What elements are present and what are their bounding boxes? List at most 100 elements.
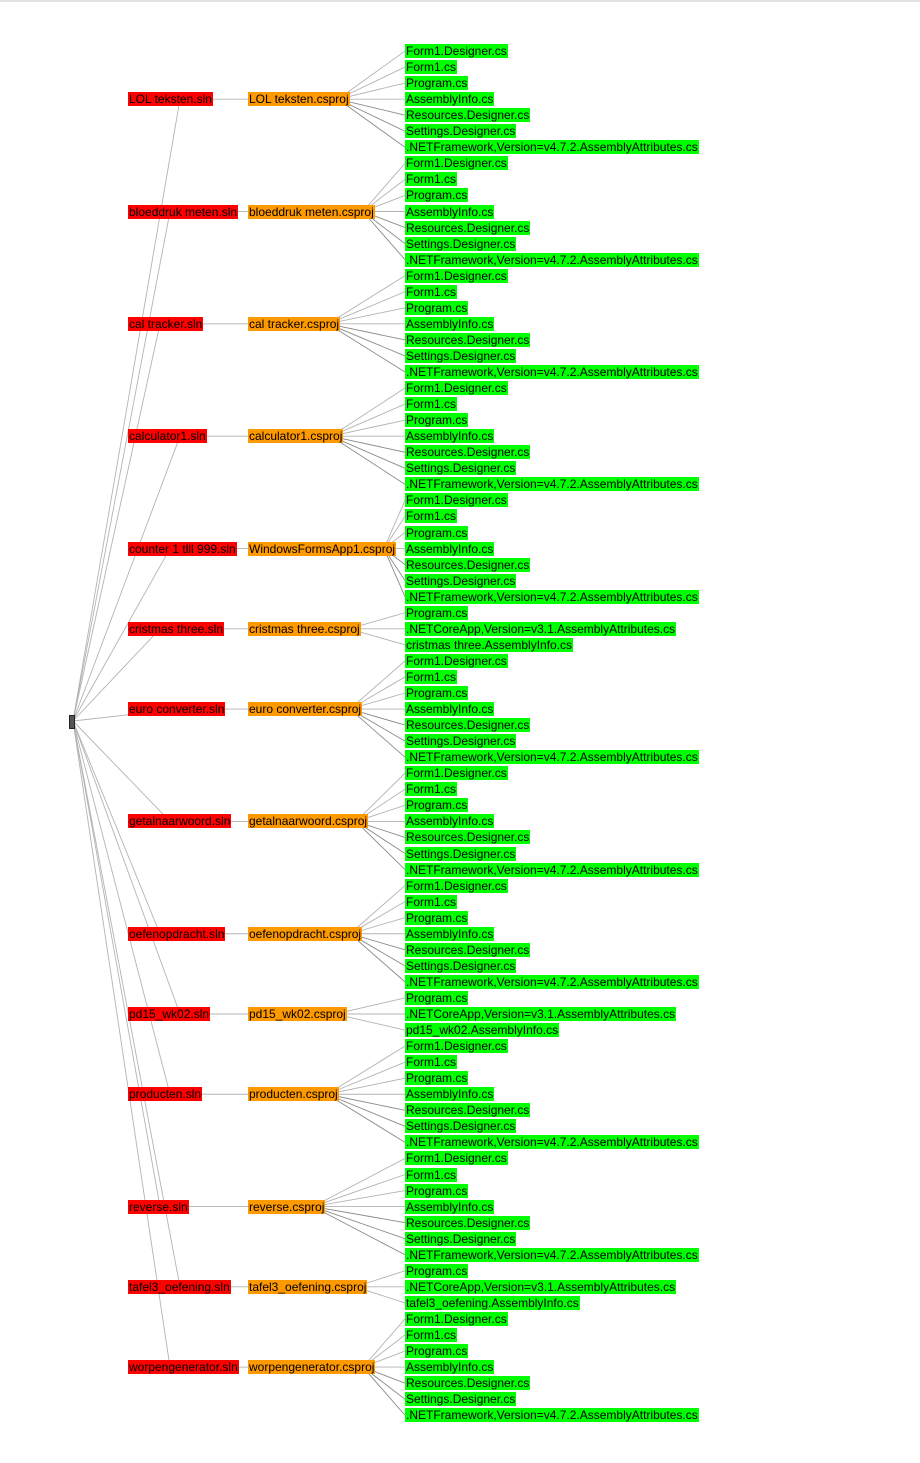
file-node[interactable]: Settings.Designer.cs bbox=[405, 573, 517, 588]
file-node[interactable]: .NETFramework,Version=v4.7.2.AssemblyAtt… bbox=[405, 477, 699, 492]
file-node[interactable]: Form1.cs bbox=[405, 172, 458, 187]
file-node[interactable]: Form1.Designer.cs bbox=[405, 1311, 508, 1326]
solution-node[interactable]: oefenopdracht.sln bbox=[128, 926, 226, 941]
file-node[interactable]: Form1.cs bbox=[405, 1055, 458, 1070]
file-node[interactable]: .NETFramework,Version=v4.7.2.AssemblyAtt… bbox=[405, 589, 699, 604]
file-node[interactable]: AssemblyInfo.cs bbox=[405, 316, 495, 331]
file-node[interactable]: pd15_wk02.AssemblyInfo.cs bbox=[405, 1023, 560, 1038]
project-node[interactable]: bloeddruk meten.csproj bbox=[248, 204, 375, 219]
file-node[interactable]: AssemblyInfo.cs bbox=[405, 1360, 495, 1375]
file-node[interactable]: Form1.Designer.cs bbox=[405, 653, 508, 668]
solution-node[interactable]: pd15_wk02.sln bbox=[128, 1007, 211, 1021]
file-node[interactable]: AssemblyInfo.cs bbox=[405, 92, 495, 107]
file-node[interactable]: Form1.cs bbox=[405, 669, 458, 684]
file-node[interactable]: AssemblyInfo.cs bbox=[405, 702, 495, 717]
project-node[interactable]: WindowsFormsApp1.csproj bbox=[248, 541, 397, 556]
file-node[interactable]: Program.cs bbox=[405, 188, 469, 203]
file-node[interactable]: Program.cs bbox=[405, 76, 469, 91]
project-node[interactable]: oefenopdracht.csproj bbox=[248, 926, 363, 941]
file-node[interactable]: Form1.Designer.cs bbox=[405, 381, 508, 396]
solution-node[interactable]: cristmas three.sln bbox=[128, 621, 225, 636]
file-node[interactable]: Program.cs bbox=[405, 1071, 469, 1086]
file-node[interactable]: .NETCoreApp,Version=v3.1.AssemblyAttribu… bbox=[405, 1007, 677, 1021]
project-node[interactable]: pd15_wk02.csproj bbox=[248, 1007, 347, 1021]
file-node[interactable]: Form1.cs bbox=[405, 509, 458, 524]
project-node[interactable]: LOL teksten.csproj bbox=[248, 92, 350, 107]
file-node[interactable]: Form1.Designer.cs bbox=[405, 44, 508, 58]
file-node[interactable]: Program.cs bbox=[405, 525, 469, 540]
file-node[interactable]: AssemblyInfo.cs bbox=[405, 1087, 495, 1102]
file-node[interactable]: Form1.Designer.cs bbox=[405, 493, 508, 508]
file-node[interactable]: Settings.Designer.cs bbox=[405, 958, 517, 973]
project-node[interactable]: cristmas three.csproj bbox=[248, 621, 361, 636]
solution-node[interactable]: getalnaarwoord.sln bbox=[128, 814, 232, 829]
solution-node[interactable]: euro converter.sln bbox=[128, 702, 226, 717]
file-node[interactable]: Settings.Designer.cs bbox=[405, 1392, 517, 1407]
file-node[interactable]: .NETFramework,Version=v4.7.2.AssemblyAtt… bbox=[405, 140, 699, 155]
file-node[interactable]: Resources.Designer.cs bbox=[405, 332, 531, 347]
solution-node[interactable]: counter 1 tlll 999.sln bbox=[128, 541, 237, 556]
file-node[interactable]: Program.cs bbox=[405, 1183, 469, 1198]
file-node[interactable]: Form1.Designer.cs bbox=[405, 268, 508, 283]
project-node[interactable]: calculator1.csproj bbox=[248, 429, 344, 444]
file-node[interactable]: tafel3_oefening.AssemblyInfo.cs bbox=[405, 1295, 580, 1310]
file-node[interactable]: AssemblyInfo.cs bbox=[405, 429, 495, 444]
file-node[interactable]: Form1.cs bbox=[405, 60, 458, 75]
file-node[interactable]: .NETFramework,Version=v4.7.2.AssemblyAtt… bbox=[405, 365, 699, 379]
file-node[interactable]: Resources.Designer.cs bbox=[405, 108, 531, 123]
project-node[interactable]: tafel3_oefening.csproj bbox=[248, 1279, 368, 1294]
project-node[interactable]: euro converter.csproj bbox=[248, 702, 363, 717]
file-node[interactable]: Program.cs bbox=[405, 605, 469, 620]
file-node[interactable]: Settings.Designer.cs bbox=[405, 846, 517, 861]
file-node[interactable]: .NETFramework,Version=v4.7.2.AssemblyAtt… bbox=[405, 252, 699, 267]
root-node[interactable] bbox=[69, 715, 75, 729]
file-node[interactable]: Resources.Designer.cs bbox=[405, 1376, 531, 1391]
file-node[interactable]: Resources.Designer.cs bbox=[405, 942, 531, 957]
file-node[interactable]: Form1.Designer.cs bbox=[405, 878, 508, 893]
file-node[interactable]: Resources.Designer.cs bbox=[405, 220, 531, 235]
file-node[interactable]: .NETFramework,Version=v4.7.2.AssemblyAtt… bbox=[405, 750, 699, 765]
project-node[interactable]: producten.csproj bbox=[248, 1087, 339, 1102]
solution-node[interactable]: reverse.sln bbox=[128, 1199, 189, 1214]
project-node[interactable]: cal tracker.csproj bbox=[248, 316, 341, 331]
solution-node[interactable]: tafel3_oefening.sln bbox=[128, 1279, 231, 1294]
file-node[interactable]: Program.cs bbox=[405, 1263, 469, 1278]
file-node[interactable]: .NETCoreApp,Version=v3.1.AssemblyAttribu… bbox=[405, 1279, 677, 1294]
file-node[interactable]: Form1.cs bbox=[405, 1167, 458, 1182]
file-node[interactable]: AssemblyInfo.cs bbox=[405, 814, 495, 829]
project-node[interactable]: reverse.csproj bbox=[248, 1199, 326, 1214]
file-node[interactable]: Settings.Designer.cs bbox=[405, 348, 517, 363]
file-node[interactable]: Program.cs bbox=[405, 990, 469, 1005]
file-node[interactable]: Form1.cs bbox=[405, 397, 458, 412]
file-node[interactable]: Settings.Designer.cs bbox=[405, 124, 517, 139]
file-node[interactable]: Program.cs bbox=[405, 686, 469, 700]
file-node[interactable]: Program.cs bbox=[405, 910, 469, 925]
file-node[interactable]: Resources.Designer.cs bbox=[405, 1215, 531, 1230]
file-node[interactable]: .NETFramework,Version=v4.7.2.AssemblyAtt… bbox=[405, 1247, 699, 1262]
file-node[interactable]: Form1.Designer.cs bbox=[405, 766, 508, 781]
solution-node[interactable]: producten.sln bbox=[128, 1087, 203, 1102]
file-node[interactable]: AssemblyInfo.cs bbox=[405, 541, 495, 556]
file-node[interactable]: AssemblyInfo.cs bbox=[405, 926, 495, 941]
file-node[interactable]: Settings.Designer.cs bbox=[405, 734, 517, 749]
file-node[interactable]: Form1.cs bbox=[405, 782, 458, 797]
file-node[interactable]: AssemblyInfo.cs bbox=[405, 1199, 495, 1214]
file-node[interactable]: .NETFramework,Version=v4.7.2.AssemblyAtt… bbox=[405, 1135, 699, 1150]
file-node[interactable]: AssemblyInfo.cs bbox=[405, 204, 495, 219]
file-node[interactable]: Form1.Designer.cs bbox=[405, 1039, 508, 1054]
solution-node[interactable]: bloeddruk meten.sln bbox=[128, 204, 239, 219]
file-node[interactable]: .NETFramework,Version=v4.7.2.AssemblyAtt… bbox=[405, 862, 699, 877]
file-node[interactable]: .NETCoreApp,Version=v3.1.AssemblyAttribu… bbox=[405, 621, 677, 636]
file-node[interactable]: Settings.Designer.cs bbox=[405, 1119, 517, 1134]
project-node[interactable]: getalnaarwoord.csproj bbox=[248, 814, 369, 829]
solution-node[interactable]: LOL teksten.sln bbox=[128, 92, 213, 107]
file-node[interactable]: Form1.Designer.cs bbox=[405, 156, 508, 171]
solution-node[interactable]: cal tracker.sln bbox=[128, 316, 204, 331]
project-node[interactable]: worpengenerator.csproj bbox=[248, 1360, 376, 1375]
file-node[interactable]: .NETFramework,Version=v4.7.2.AssemblyAtt… bbox=[405, 974, 699, 989]
solution-node[interactable]: worpengenerator.sln bbox=[128, 1360, 239, 1375]
file-node[interactable]: Resources.Designer.cs bbox=[405, 718, 531, 733]
file-node[interactable]: Resources.Designer.cs bbox=[405, 557, 531, 572]
file-node[interactable]: .NETFramework,Version=v4.7.2.AssemblyAtt… bbox=[405, 1408, 699, 1423]
solution-node[interactable]: calculator1.sln bbox=[128, 429, 207, 444]
